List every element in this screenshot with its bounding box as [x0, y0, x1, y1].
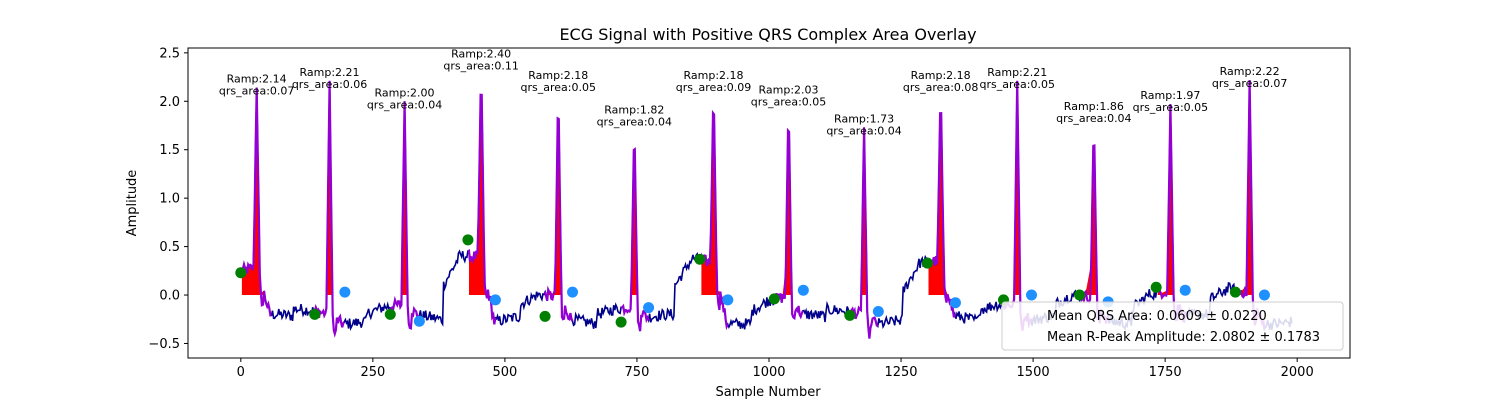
q-point-14 — [1229, 286, 1241, 298]
axes: 0 250 500 750 1000 1250 1500 1750 2000 −0.5 0.0 0.5… — [148, 46, 1351, 380]
qrs-area-label-1: qrs_area:0.07 — [219, 85, 294, 98]
ramp-label-8: Ramp:2.03 — [759, 83, 819, 96]
qrs-area-fill-12 — [1080, 145, 1097, 296]
qrs-area-label-12: qrs_area:0.04 — [1056, 112, 1131, 125]
y-tick-label-6: 2.0 — [159, 95, 180, 110]
y-tick-label-4: 1.0 — [159, 192, 180, 207]
x-tick-label-9: 2000 — [1281, 365, 1314, 380]
s-point-3 — [413, 315, 425, 327]
s-point-11 — [1026, 289, 1038, 301]
x-tick-label-2: 250 — [360, 365, 385, 380]
x-tick-label-8: 1750 — [1149, 365, 1182, 380]
q-point-6 — [615, 316, 627, 328]
y-tick-label-5: 1.5 — [159, 143, 180, 158]
ramp-label-4: Ramp:2.40 — [451, 48, 511, 61]
q-point-2 — [309, 308, 321, 320]
qrs-area-label-9: qrs_area:0.04 — [826, 124, 901, 137]
chart-title: ECG Signal with Positive QRS Complex Are… — [559, 25, 976, 44]
plot-clipped-group — [235, 79, 1293, 339]
q-point-9 — [844, 309, 856, 321]
s-point-5 — [567, 286, 579, 298]
y-tick-label-1: −0.5 — [148, 337, 180, 352]
s-point-6 — [643, 302, 655, 314]
ramp-label-5: Ramp:2.18 — [528, 69, 588, 82]
x-tick-label-7: 1500 — [1017, 365, 1050, 380]
ramp-label-14: Ramp:2.22 — [1220, 65, 1280, 78]
y-tick-label-7: 2.5 — [159, 46, 180, 61]
qrs-area-fill-3 — [402, 101, 407, 296]
qrs-area-label-14: qrs_area:0.07 — [1212, 77, 1287, 90]
s-point-8 — [797, 284, 809, 296]
qrs-area-label-4: qrs_area:0.11 — [443, 60, 518, 73]
peak-annotations: Ramp:2.14qrs_area:0.07Ramp:2.21qrs_area:… — [219, 48, 1287, 138]
legend-entry-1: Mean QRS Area: 0.0609 ± 0.0220 — [1047, 309, 1267, 324]
q-point-1 — [235, 267, 247, 279]
ecg-signal-line — [240, 79, 1293, 339]
qrs-overlay-5 — [544, 116, 574, 322]
ramp-label-6: Ramp:1.82 — [604, 104, 664, 117]
q-point-8 — [768, 293, 780, 305]
s-point-2 — [339, 286, 351, 298]
ramp-label-11: Ramp:2.21 — [987, 66, 1047, 79]
ramp-label-7: Ramp:2.18 — [684, 69, 744, 82]
x-tick-label-3: 500 — [492, 365, 517, 380]
y-tick-label-3: 0.5 — [159, 240, 180, 255]
ramp-label-1: Ramp:2.14 — [227, 73, 287, 86]
s-point-13 — [1179, 284, 1191, 296]
x-tick-label-1: 0 — [237, 365, 245, 380]
s-point-7 — [722, 294, 734, 306]
x-tick-label-5: 1000 — [752, 365, 785, 380]
q-point-10 — [921, 257, 933, 269]
qrs-overlay-6 — [621, 147, 650, 332]
q-point-5 — [539, 310, 551, 322]
qrs-area-label-2: qrs_area:0.06 — [292, 78, 367, 91]
plot-area — [235, 79, 1293, 339]
ramp-label-13: Ramp:1.97 — [1140, 89, 1200, 102]
legend-entry-2: Mean R-Peak Amplitude: 2.0802 ± 0.1783 — [1047, 330, 1320, 345]
qrs-area-label-13: qrs_area:0.05 — [1133, 101, 1208, 114]
x-tick-label-6: 1250 — [884, 365, 917, 380]
q-point-13 — [1150, 281, 1162, 293]
ramp-label-10: Ramp:2.18 — [911, 69, 971, 82]
q-point-12 — [1074, 289, 1086, 301]
qrs-area-label-6: qrs_area:0.04 — [597, 116, 672, 129]
qrs-overlay-3 — [389, 101, 421, 330]
qrs-area-fill-11 — [1015, 80, 1020, 296]
ramp-label-12: Ramp:1.86 — [1064, 100, 1124, 113]
qrs-overlay-1 — [239, 87, 272, 317]
qrs-area-label-3: qrs_area:0.04 — [367, 98, 442, 111]
qrs-area-label-7: qrs_area:0.09 — [676, 81, 751, 94]
ramp-label-3: Ramp:2.00 — [375, 86, 435, 99]
legend: Mean QRS Area: 0.0609 ± 0.0220 Mean R-Pea… — [1001, 301, 1344, 351]
s-point-9 — [872, 306, 884, 317]
qrs-overlay-7 — [699, 109, 729, 331]
s-point-14 — [1258, 289, 1270, 301]
qrs-area-label-8: qrs_area:0.05 — [751, 95, 826, 108]
s-point-10 — [949, 297, 961, 309]
qrs-overlay-9 — [849, 127, 879, 339]
y-axis-label: Amplitude — [125, 170, 140, 237]
q-point-3 — [384, 308, 396, 320]
x-tick-label-4: 750 — [625, 365, 650, 380]
qrs-area-label-11: qrs_area:0.05 — [980, 78, 1055, 91]
qrs-area-label-10: qrs_area:0.08 — [903, 81, 978, 94]
ramp-label-9: Ramp:1.73 — [834, 112, 894, 125]
s-point-4 — [489, 294, 501, 306]
x-axis-label: Sample Number — [715, 385, 821, 400]
q-point-4 — [462, 234, 474, 246]
legend-box — [1001, 301, 1344, 351]
q-point-7 — [694, 253, 706, 265]
qrs-area-label-5: qrs_area:0.05 — [521, 81, 596, 94]
ramp-label-2: Ramp:2.21 — [300, 66, 360, 79]
y-tick-label-2: 0.0 — [159, 289, 180, 304]
